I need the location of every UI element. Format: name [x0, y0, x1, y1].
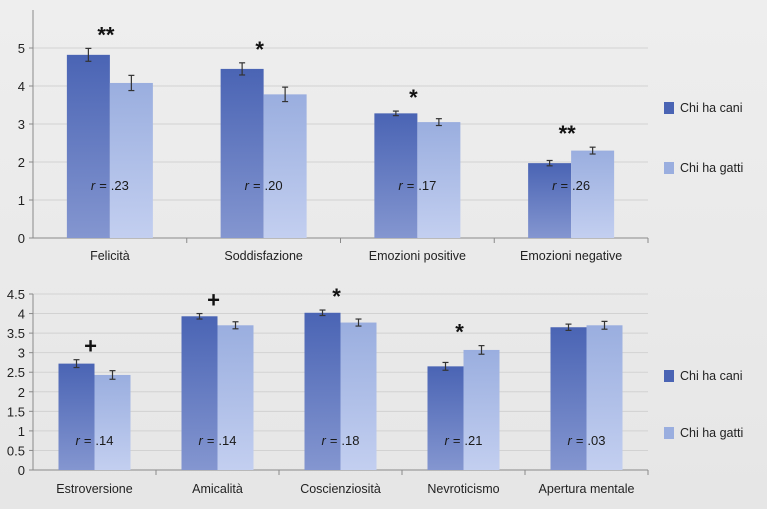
- correlation-label: r = .14: [75, 433, 113, 448]
- r-equals: =: [453, 433, 461, 448]
- bar-dog-owners: [58, 363, 95, 470]
- y-tick-label: 3: [18, 117, 25, 132]
- bar-cat-owners: [217, 325, 254, 470]
- significance-marker: **: [97, 22, 115, 47]
- bar-dog-owners: [528, 163, 572, 238]
- correlation-label: r = .17: [398, 178, 436, 193]
- y-tick-label: 4: [18, 79, 25, 94]
- correlation-label: r = .21: [444, 433, 482, 448]
- legend-swatch-cat: [664, 162, 674, 174]
- r-equals: =: [207, 433, 215, 448]
- r-value: .21: [464, 433, 482, 448]
- y-tick-label: 4: [18, 307, 25, 322]
- bar-cat-owners: [94, 374, 131, 470]
- r-symbol: r: [245, 178, 250, 193]
- r-equals: =: [576, 433, 584, 448]
- r-symbol: r: [444, 433, 449, 448]
- y-tick-label: 2: [18, 155, 25, 170]
- category-label: Amicalità: [192, 482, 243, 496]
- r-value: .17: [418, 178, 436, 193]
- r-symbol: r: [321, 433, 326, 448]
- category-label: Soddisfazione: [224, 249, 303, 263]
- correlation-label: r = .03: [567, 433, 605, 448]
- r-value: .03: [587, 433, 605, 448]
- bar-cat-owners: [463, 349, 500, 470]
- correlation-label: r = .20: [245, 178, 283, 193]
- y-tick-label: 5: [18, 41, 25, 56]
- category-label: Nevroticismo: [427, 482, 499, 496]
- correlation-label: r = .14: [198, 433, 236, 448]
- correlation-label: r = .26: [552, 178, 590, 193]
- bar-cat-owners: [586, 325, 623, 470]
- y-tick-label: 4.5: [7, 287, 25, 302]
- category-label: Estroversione: [56, 482, 132, 496]
- y-tick-label: 1: [18, 424, 25, 439]
- correlation-label: r = .23: [91, 178, 129, 193]
- y-tick-label: 0: [18, 231, 25, 246]
- r-equals: =: [407, 178, 415, 193]
- bar-dog-owners: [304, 312, 341, 470]
- bar-dog-owners: [374, 113, 418, 238]
- y-tick-label: 3.5: [7, 326, 25, 341]
- r-symbol: r: [398, 178, 403, 193]
- significance-marker: +: [84, 334, 97, 359]
- significance-marker: *: [455, 320, 464, 345]
- r-symbol: r: [75, 433, 80, 448]
- bar-cat-owners: [109, 82, 153, 239]
- r-symbol: r: [552, 178, 557, 193]
- correlation-label: r = .18: [321, 433, 359, 448]
- bar-cat-owners: [571, 150, 615, 238]
- legend-label-dog: Chi ha cani: [680, 369, 743, 383]
- bar-dog-owners: [220, 68, 264, 239]
- r-symbol: r: [198, 433, 203, 448]
- legend-swatch-cat: [664, 427, 674, 439]
- y-tick-label: 0: [18, 463, 25, 478]
- legend-swatch-dog: [664, 370, 674, 382]
- y-tick-label: 2.5: [7, 365, 25, 380]
- r-value: .23: [111, 178, 129, 193]
- r-value: .14: [95, 433, 113, 448]
- legend-label-cat: Chi ha gatti: [680, 161, 743, 175]
- bar-dog-owners: [66, 54, 110, 239]
- bar-cat-owners: [263, 94, 307, 238]
- r-value: .18: [341, 433, 359, 448]
- bar-cat-owners: [340, 322, 377, 470]
- significance-marker: *: [332, 284, 341, 309]
- r-equals: =: [330, 433, 338, 448]
- bar-cat-owners: [417, 122, 461, 238]
- legend-label-cat: Chi ha gatti: [680, 426, 743, 440]
- personality-chart: 00.511.522.533.544.5+r = .14Estroversione+…: [7, 284, 743, 496]
- r-value: .26: [572, 178, 590, 193]
- significance-marker: *: [409, 85, 418, 110]
- category-label: Emozioni positive: [369, 249, 466, 263]
- r-symbol: r: [91, 178, 96, 193]
- category-label: Emozioni negative: [520, 249, 622, 263]
- y-tick-label: 3: [18, 346, 25, 361]
- r-equals: =: [99, 178, 107, 193]
- bar-dog-owners: [181, 316, 218, 470]
- r-equals: =: [84, 433, 92, 448]
- y-tick-label: 0.5: [7, 443, 25, 458]
- r-value: .14: [218, 433, 236, 448]
- legend-label-dog: Chi ha cani: [680, 101, 743, 115]
- category-label: Coscienziosità: [300, 482, 381, 496]
- category-label: Apertura mentale: [539, 482, 635, 496]
- y-tick-label: 2: [18, 385, 25, 400]
- y-tick-label: 1: [18, 193, 25, 208]
- y-tick-label: 1.5: [7, 404, 25, 419]
- r-equals: =: [253, 178, 261, 193]
- significance-marker: +: [207, 288, 220, 313]
- significance-marker: **: [559, 121, 577, 146]
- bar-dog-owners: [550, 327, 587, 470]
- bar-dog-owners: [427, 366, 464, 470]
- significance-marker: *: [255, 37, 264, 62]
- category-label: Felicità: [90, 249, 130, 263]
- r-symbol: r: [567, 433, 572, 448]
- r-equals: =: [560, 178, 568, 193]
- r-value: .20: [265, 178, 283, 193]
- legend-swatch-dog: [664, 102, 674, 114]
